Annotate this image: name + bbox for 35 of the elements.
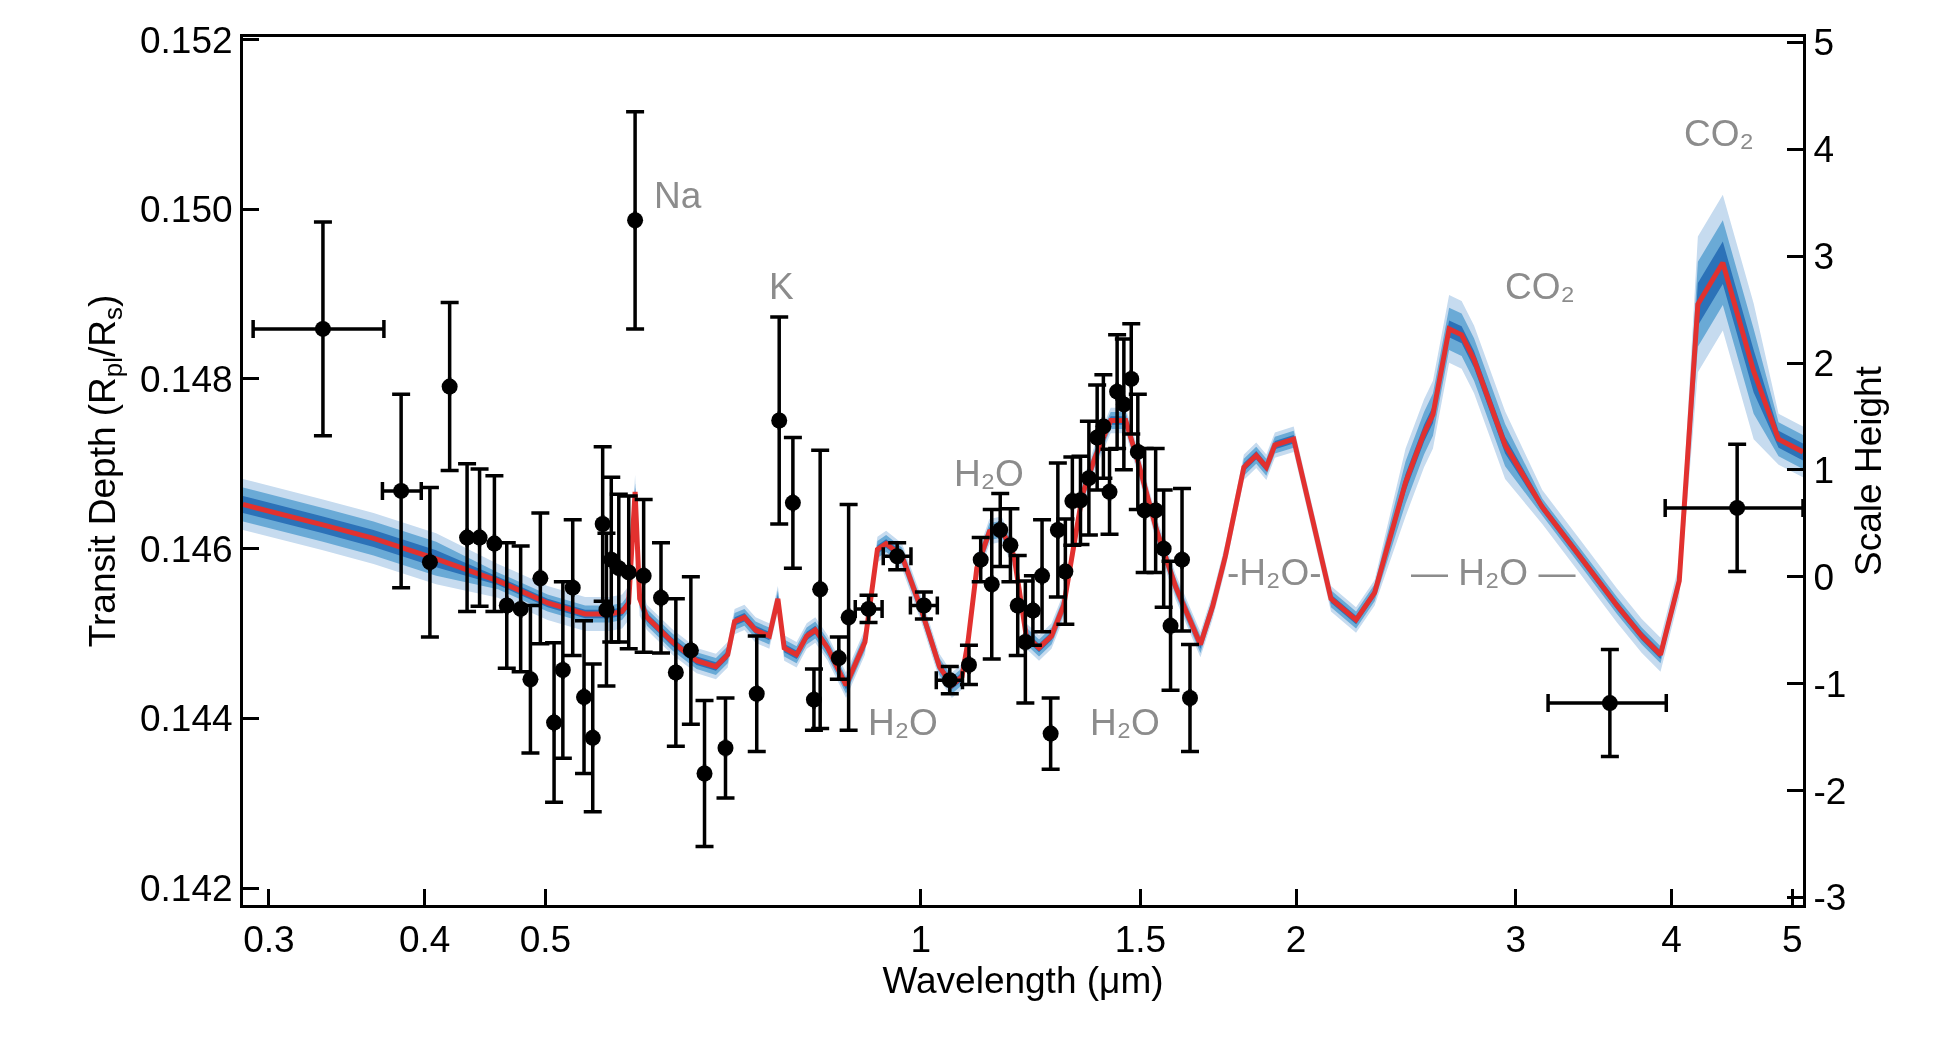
y2-tick-label: 0 [1813,556,1834,598]
y2-tick-label: 3 [1813,236,1834,278]
x-tick-label: 0.4 [398,919,451,961]
annotation: Na [654,175,702,216]
y-tick-label: 0.146 [140,528,233,570]
y-tick-label: 0.148 [140,358,233,400]
x-tick-label: 3 [1505,919,1526,961]
x-tick-label: 4 [1661,919,1682,961]
annotation: CO₂ [1684,113,1754,154]
y2-axis-title: Scale Height [1847,365,1889,576]
y2-tick-label: -3 [1813,877,1847,919]
y-tick-label: 0.142 [140,867,233,909]
annotation: H₂O [868,702,938,743]
y2-tick-label: 5 [1813,22,1834,64]
annotation: -H₂O- [1227,552,1322,593]
annotation: K [769,266,794,307]
x-axis-title: Wavelength (μm) [882,960,1164,1002]
y2-tick-label: -2 [1813,770,1847,812]
x-tick-label: 1.5 [1114,919,1167,961]
y-tick-label: 0.152 [140,19,233,61]
x-tick-label: 0.3 [243,919,295,961]
y-tick-label: 0.144 [140,698,233,740]
y2-tick-label: 4 [1813,129,1834,171]
x-tick-label: 1 [910,919,932,961]
y2-tick-label: 1 [1813,449,1834,491]
y-tick-label: 0.150 [140,189,233,231]
annotation: — H₂O — [1411,552,1576,593]
x-tick-label: 5 [1781,919,1803,961]
x-tick-label: 0.5 [519,919,572,961]
annotation: CO₂ [1505,266,1575,307]
annotation: H₂O [1090,702,1160,743]
annotation: H₂O [954,453,1024,494]
y2-tick-label: -1 [1813,663,1847,705]
y2-tick-label: 2 [1813,342,1834,384]
x-tick-label: 2 [1285,919,1307,961]
